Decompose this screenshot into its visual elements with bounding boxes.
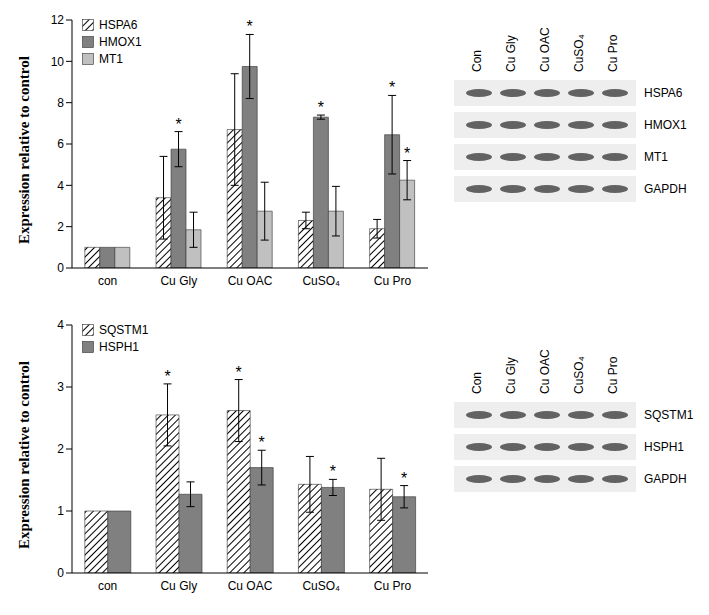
svg-text:Con: Con — [470, 372, 484, 394]
svg-text:*: * — [247, 18, 253, 35]
svg-text:Cu Gly: Cu Gly — [504, 35, 518, 72]
svg-text:12: 12 — [51, 13, 65, 27]
svg-text:*: * — [236, 364, 242, 381]
svg-text:Cu OAC: Cu OAC — [228, 579, 273, 593]
svg-text:Cu Gly: Cu Gly — [160, 579, 197, 593]
svg-text:con: con — [98, 579, 117, 593]
svg-text:Cu Gly: Cu Gly — [504, 357, 518, 394]
svg-text:*: * — [330, 463, 336, 480]
svg-text:Cu Pro: Cu Pro — [374, 579, 412, 593]
svg-text:Cu Gly: Cu Gly — [160, 274, 197, 288]
svg-text:10: 10 — [51, 55, 65, 69]
svg-text:4: 4 — [57, 318, 64, 332]
svg-text:*: * — [318, 99, 324, 116]
svg-text:*: * — [389, 79, 395, 96]
svg-text:*: * — [401, 470, 407, 487]
svg-text:*: * — [404, 145, 410, 162]
svg-text:Con: Con — [470, 50, 484, 72]
svg-text:Cu OAC: Cu OAC — [228, 274, 273, 288]
svg-text:GAPDH: GAPDH — [644, 472, 687, 486]
svg-text:*: * — [175, 116, 181, 133]
svg-text:CuSO₄: CuSO₄ — [302, 274, 340, 288]
svg-text:1: 1 — [57, 504, 64, 518]
svg-text:3: 3 — [57, 380, 64, 394]
svg-text:2: 2 — [57, 220, 64, 234]
svg-text:0: 0 — [57, 261, 64, 275]
svg-text:Expression relative to control: Expression relative to control — [16, 361, 32, 549]
svg-text:HSPH1: HSPH1 — [644, 440, 684, 454]
html-text:HSPA6: HSPA6 — [99, 17, 138, 32]
html-text:SQSTM1: SQSTM1 — [99, 322, 149, 337]
svg-text:4: 4 — [57, 179, 64, 193]
svg-text:0: 0 — [57, 566, 64, 580]
svg-text:con: con — [98, 274, 117, 288]
svg-text:6: 6 — [57, 137, 64, 151]
svg-text:Cu OAC: Cu OAC — [538, 349, 552, 394]
svg-text:MT1: MT1 — [644, 150, 668, 164]
svg-text:2: 2 — [57, 442, 64, 456]
html-text:HMOX1: HMOX1 — [99, 34, 142, 49]
svg-text:HSPA6: HSPA6 — [644, 86, 683, 100]
svg-text:*: * — [259, 434, 265, 451]
svg-text:CuSO₄: CuSO₄ — [572, 356, 586, 394]
svg-text:CuSO₄: CuSO₄ — [302, 579, 340, 593]
svg-text:Cu Pro: Cu Pro — [606, 34, 620, 72]
html-text:HSPH1: HSPH1 — [99, 339, 139, 354]
svg-text:*: * — [164, 368, 170, 385]
svg-text:Cu OAC: Cu OAC — [538, 27, 552, 72]
svg-text:CuSO₄: CuSO₄ — [572, 34, 586, 72]
svg-text:GAPDH: GAPDH — [644, 182, 687, 196]
svg-text:HMOX1: HMOX1 — [644, 118, 687, 132]
svg-text:Cu Pro: Cu Pro — [606, 356, 620, 394]
svg-text:SQSTM1: SQSTM1 — [644, 408, 694, 422]
svg-text:Cu Pro: Cu Pro — [374, 274, 412, 288]
html-text:MT1: MT1 — [99, 51, 123, 66]
svg-text:8: 8 — [57, 96, 64, 110]
svg-text:Expression relative to control: Expression relative to control — [16, 56, 32, 244]
